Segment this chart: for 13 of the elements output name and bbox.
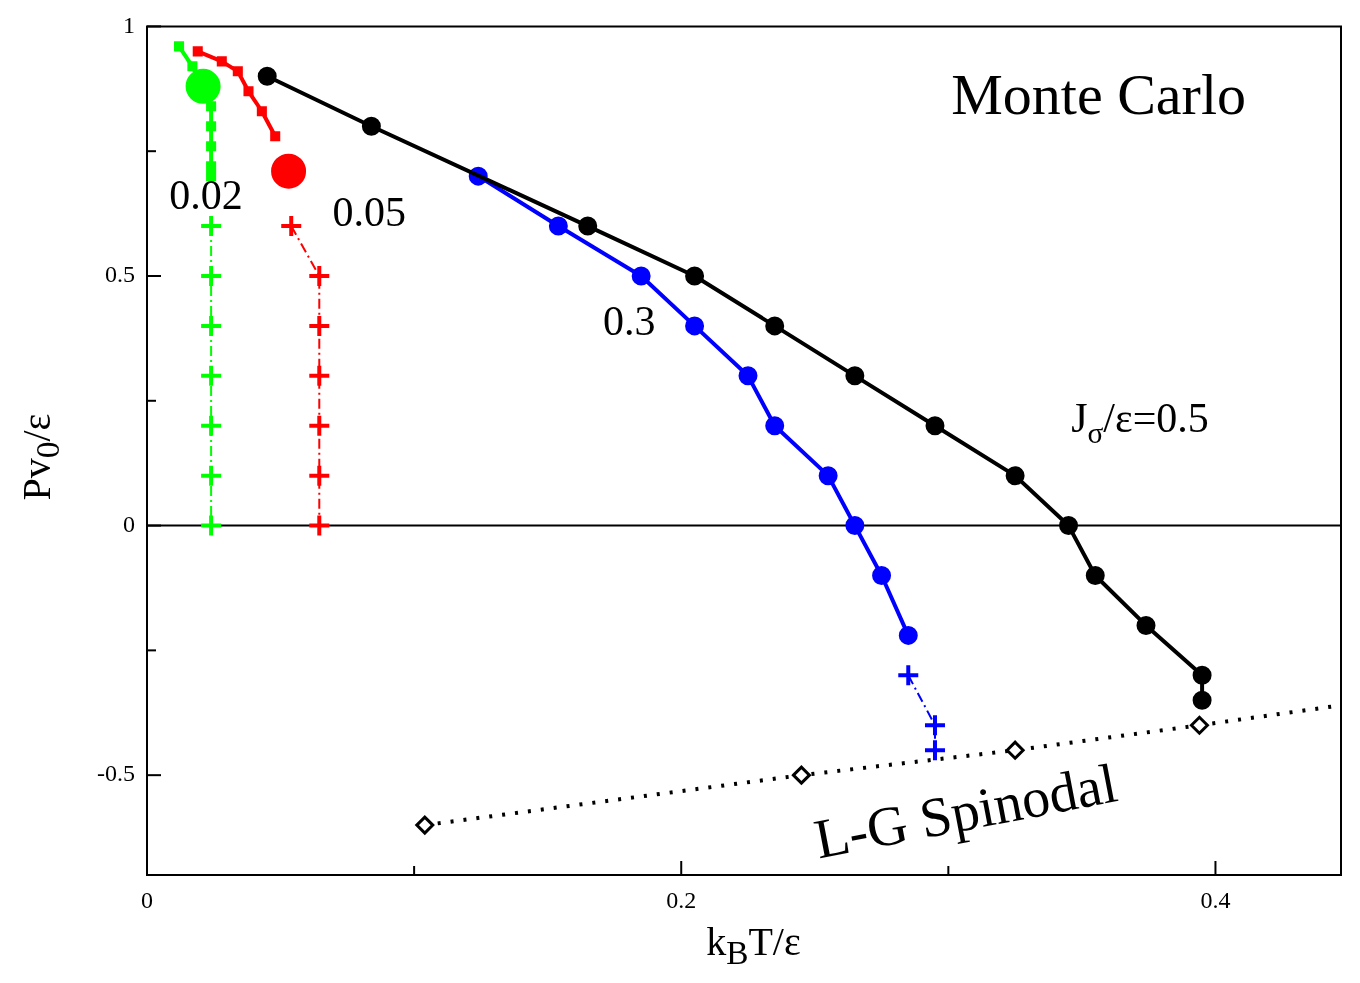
y-tick-label: -0.5 [97, 760, 135, 787]
annotation: Monte Carlo [951, 61, 1247, 127]
x-tick-label: 0.2 [666, 886, 697, 913]
series-label: 0.3 [602, 298, 656, 345]
y-tick-label: 1 [123, 11, 135, 38]
series-label: 0.05 [332, 189, 406, 236]
x-tick-label: 0.4 [1200, 886, 1231, 913]
series-label: 0.02 [169, 172, 243, 219]
x-tick-label: 0 [141, 886, 153, 913]
x-axis-title: k$_{B}$T/ε [705, 918, 802, 972]
text: L-G Spinodal [809, 751, 1122, 871]
y-tick-label: 0.5 [105, 261, 135, 288]
y-tick-label: 0 [123, 510, 135, 537]
